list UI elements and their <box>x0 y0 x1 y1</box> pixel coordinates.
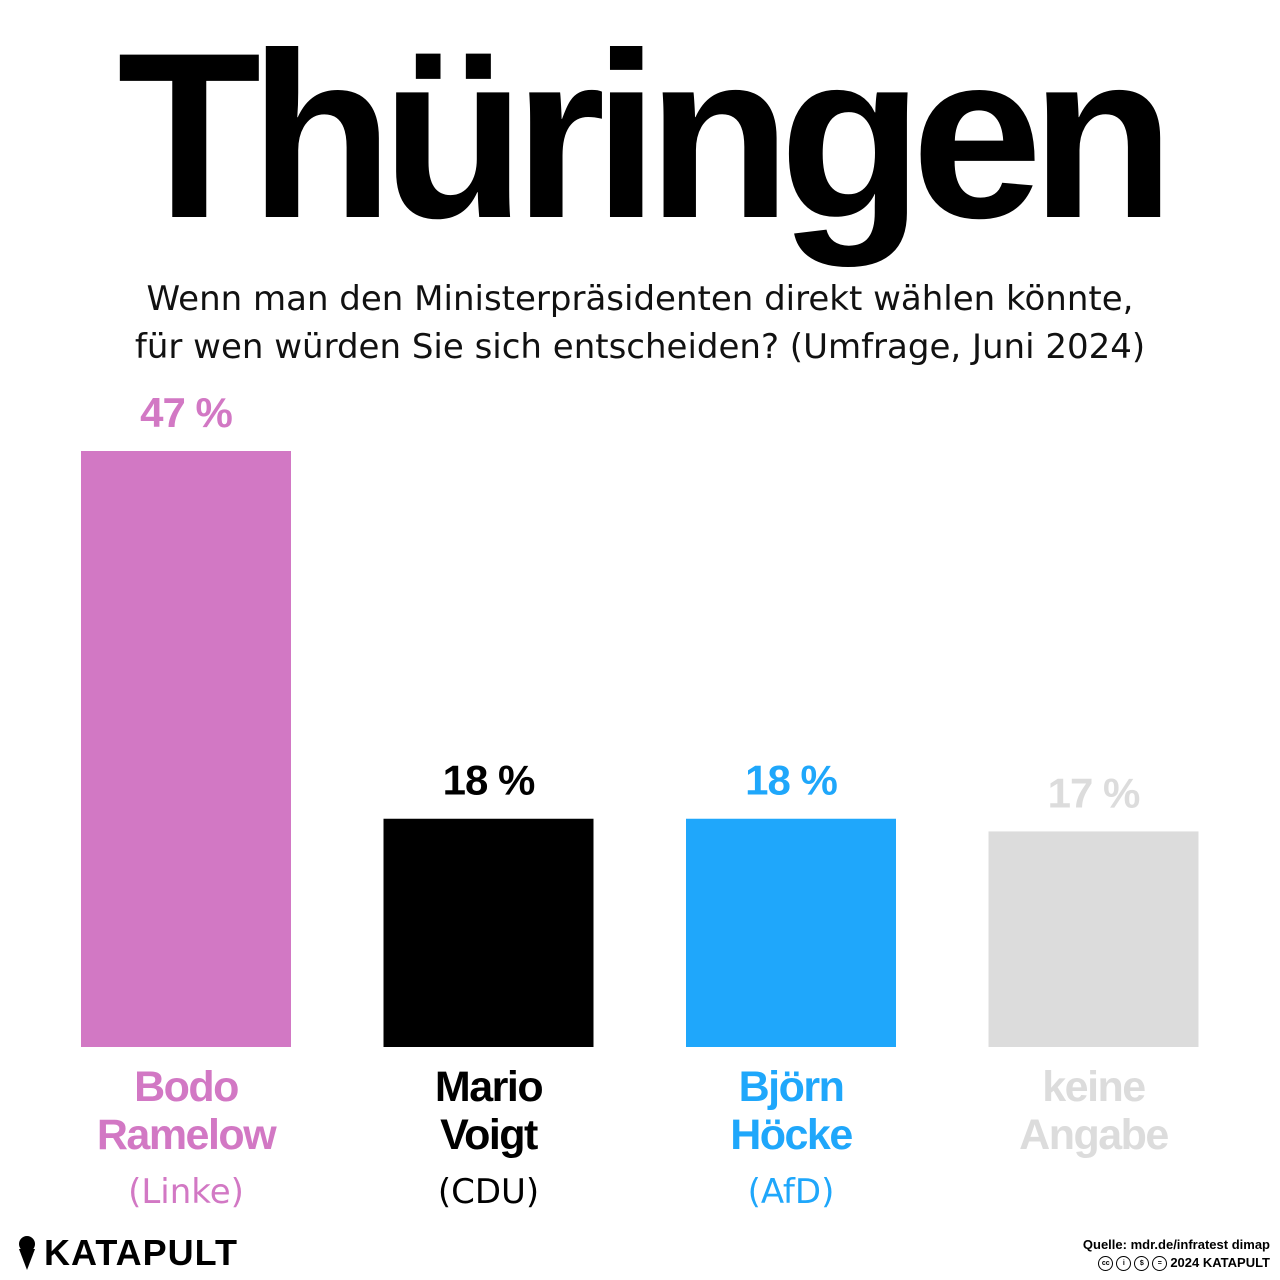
category-label-1-line-1: Bodo <box>134 1063 238 1111</box>
value-label-2: 18 % <box>443 757 535 804</box>
party-label-2: (CDU) <box>438 1172 539 1212</box>
party-label-3: (AfD) <box>748 1172 835 1212</box>
bar-3 <box>686 818 896 1047</box>
subtitle-line-1: Wenn man den Ministerpräsidenten direkt … <box>146 279 1134 319</box>
value-label-4: 17 % <box>1048 769 1140 816</box>
chart-subtitle: Wenn man den Ministerpräsidenten direkt … <box>0 275 1280 371</box>
license-text: 2024 KATAPULT <box>1170 1255 1270 1270</box>
logo-text: KATAPULT <box>44 1232 238 1273</box>
category-label-1-line-2: Ramelow <box>97 1111 277 1159</box>
value-label-1: 47 % <box>140 389 232 436</box>
value-label-3: 18 % <box>745 757 837 804</box>
nd-icon: = <box>1152 1255 1168 1271</box>
subtitle-line-2: für wen würden Sie sich entscheiden? (Um… <box>134 327 1146 367</box>
by-icon: i <box>1116 1255 1132 1271</box>
cc-icon: cc <box>1098 1255 1114 1271</box>
source-text: Quelle: mdr.de/infratest dimap <box>1082 1237 1270 1252</box>
category-label-3-line-2: Höcke <box>730 1111 852 1159</box>
chart-title: Thüringen <box>117 4 1175 268</box>
license-row: cc i $ = 2024 KATAPULT <box>1083 1254 1270 1272</box>
katapult-logo: KATAPULT <box>16 1232 238 1273</box>
bar-2 <box>383 818 594 1047</box>
source-note: Quelle: mdr.de/infratest dimap cc i $ = … <box>1083 1236 1270 1272</box>
category-label-2-line-2: Voigt <box>440 1111 538 1159</box>
category-label-2-line-1: Mario <box>435 1063 542 1111</box>
bar-4 <box>988 831 1199 1047</box>
party-label-1: (Linke) <box>128 1172 244 1212</box>
category-label-3-line-1: Björn <box>739 1063 844 1111</box>
ice-cream-icon <box>19 1236 35 1270</box>
category-label-4-line-2: Angabe <box>1019 1111 1168 1159</box>
bar-1 <box>81 451 291 1047</box>
nc-icon: $ <box>1134 1255 1150 1271</box>
category-label-4-line-1: keine <box>1042 1063 1145 1111</box>
